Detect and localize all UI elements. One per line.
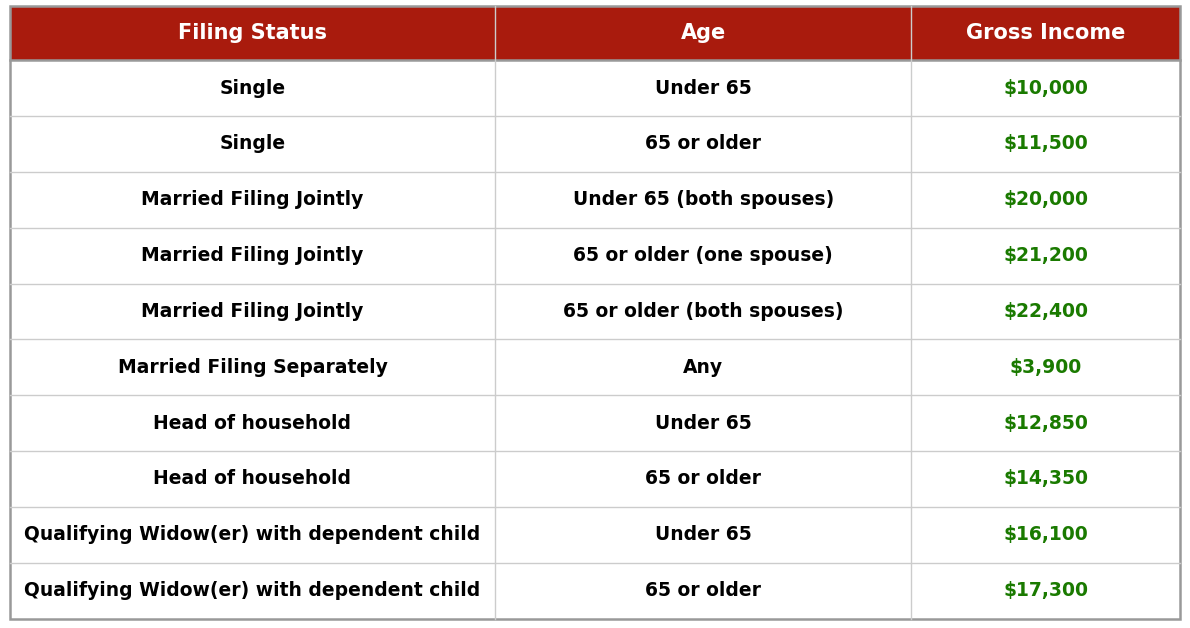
Bar — [495, 228, 912, 283]
Bar — [495, 395, 912, 451]
Text: $11,500: $11,500 — [1003, 134, 1088, 153]
Text: $17,300: $17,300 — [1003, 581, 1089, 600]
Bar — [912, 563, 1180, 619]
Bar — [912, 339, 1180, 395]
Text: Single: Single — [219, 134, 286, 153]
Text: Head of household: Head of household — [154, 414, 351, 433]
Text: $20,000: $20,000 — [1003, 190, 1089, 209]
Text: Under 65 (both spouses): Under 65 (both spouses) — [572, 190, 834, 209]
Bar — [495, 507, 912, 563]
Bar — [10, 228, 495, 283]
Bar — [495, 6, 912, 60]
Bar — [10, 339, 495, 395]
Text: $21,200: $21,200 — [1003, 246, 1089, 265]
Bar — [495, 283, 912, 339]
Text: Filing Status: Filing Status — [178, 23, 327, 43]
Bar — [495, 116, 912, 172]
Text: Married Filing Jointly: Married Filing Jointly — [142, 246, 364, 265]
Text: Gross Income: Gross Income — [966, 23, 1126, 43]
Text: 65 or older (both spouses): 65 or older (both spouses) — [563, 302, 844, 321]
Bar — [912, 172, 1180, 228]
Text: Married Filing Separately: Married Filing Separately — [118, 358, 388, 377]
Bar — [10, 451, 495, 507]
Bar — [10, 60, 495, 116]
Bar — [495, 172, 912, 228]
Bar — [912, 6, 1180, 60]
Text: Under 65: Under 65 — [654, 414, 752, 433]
Text: $22,400: $22,400 — [1003, 302, 1089, 321]
Text: Under 65: Under 65 — [654, 525, 752, 544]
Text: Qualifying Widow(er) with dependent child: Qualifying Widow(er) with dependent chil… — [24, 525, 481, 544]
Bar — [912, 116, 1180, 172]
Text: Married Filing Jointly: Married Filing Jointly — [142, 302, 364, 321]
Bar — [495, 60, 912, 116]
Text: $12,850: $12,850 — [1003, 414, 1089, 433]
Text: 65 or older: 65 or older — [645, 134, 762, 153]
Bar — [10, 283, 495, 339]
Text: 65 or older: 65 or older — [645, 470, 762, 489]
Text: $3,900: $3,900 — [1009, 358, 1082, 377]
Bar — [912, 228, 1180, 283]
Text: Any: Any — [683, 358, 724, 377]
Bar — [495, 451, 912, 507]
Bar — [10, 395, 495, 451]
Text: 65 or older: 65 or older — [645, 581, 762, 600]
Bar — [10, 116, 495, 172]
Bar — [912, 507, 1180, 563]
Text: Qualifying Widow(er) with dependent child: Qualifying Widow(er) with dependent chil… — [24, 581, 481, 600]
Text: Age: Age — [681, 23, 726, 43]
Text: Married Filing Jointly: Married Filing Jointly — [142, 190, 364, 209]
Bar — [912, 60, 1180, 116]
Bar — [10, 6, 495, 60]
Bar — [912, 395, 1180, 451]
Text: Head of household: Head of household — [154, 470, 351, 489]
Bar — [495, 563, 912, 619]
Text: $14,350: $14,350 — [1003, 470, 1089, 489]
Bar — [10, 507, 495, 563]
Bar — [10, 172, 495, 228]
Text: $16,100: $16,100 — [1003, 525, 1088, 544]
Bar — [912, 451, 1180, 507]
Bar — [10, 563, 495, 619]
Text: 65 or older (one spouse): 65 or older (one spouse) — [574, 246, 833, 265]
Text: Single: Single — [219, 78, 286, 97]
Text: $10,000: $10,000 — [1003, 78, 1089, 97]
Bar — [495, 339, 912, 395]
Bar — [912, 283, 1180, 339]
Text: Under 65: Under 65 — [654, 78, 752, 97]
